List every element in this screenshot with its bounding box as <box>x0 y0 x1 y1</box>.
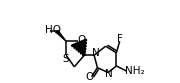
Polygon shape <box>71 39 87 47</box>
Polygon shape <box>74 42 86 48</box>
Text: N: N <box>105 69 113 79</box>
Text: NH₂: NH₂ <box>125 66 145 76</box>
Text: O: O <box>86 72 94 82</box>
Polygon shape <box>82 53 85 56</box>
Polygon shape <box>80 51 86 54</box>
Text: F: F <box>117 34 123 44</box>
Polygon shape <box>56 30 66 41</box>
Text: O: O <box>78 35 86 45</box>
Polygon shape <box>76 45 86 50</box>
Text: S: S <box>63 54 69 64</box>
Polygon shape <box>78 48 86 52</box>
Text: N: N <box>92 48 100 58</box>
Text: HO: HO <box>45 25 61 35</box>
